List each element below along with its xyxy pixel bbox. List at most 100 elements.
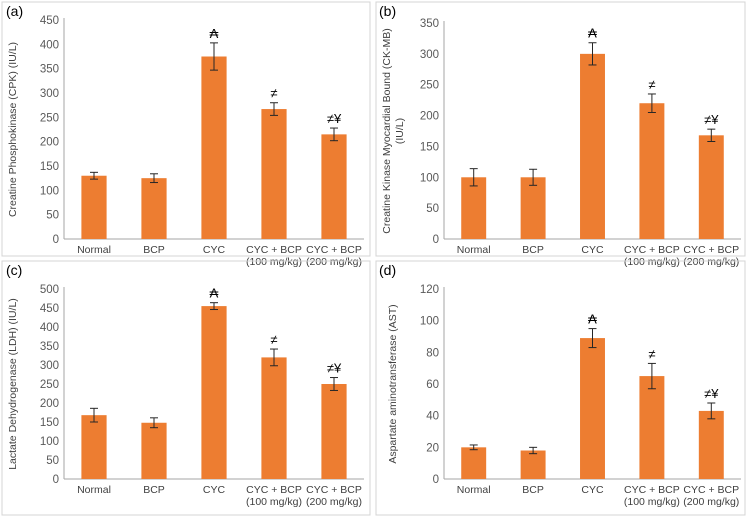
- bar: [639, 103, 665, 239]
- panel-frame: [375, 260, 746, 516]
- y-tick-label: 300: [40, 88, 59, 100]
- significance-mark: ₳: [588, 26, 597, 41]
- y-tick-label: 200: [40, 398, 59, 410]
- chart-panel: (b) 0 50 100 150 200 250 300 350 Creatine Kinase …: [375, 1, 746, 268]
- significance-mark: ≠: [648, 77, 655, 92]
- bar: [580, 338, 605, 479]
- x-tick-label: CYC + BCP: [246, 484, 302, 496]
- y-tick-label: 350: [40, 341, 59, 353]
- y-tick-label: 100: [40, 185, 59, 197]
- y-tick-label: 80: [426, 347, 439, 359]
- x-tick-label: CYC + BCP: [683, 484, 739, 496]
- x-tick-label: (100 mg/kg): [624, 496, 680, 508]
- x-tick-label: (200 mg/kg): [306, 496, 362, 508]
- bar: [141, 422, 167, 479]
- y-tick-label: 100: [420, 172, 439, 184]
- bar: [321, 134, 347, 239]
- y-axis-label-line: Creatine Kinase Myocardial Bound (CK-MB): [381, 28, 393, 233]
- panel-label: (c): [6, 262, 22, 278]
- x-tick-label: BCP: [143, 244, 165, 256]
- y-tick-label: 200: [40, 137, 59, 149]
- bar: [261, 109, 287, 239]
- x-tick-label: Normal: [457, 484, 491, 496]
- x-tick-label: CYC + BCP: [306, 484, 362, 496]
- y-axis-label-line: (IU/L): [394, 118, 406, 144]
- bar: [321, 384, 347, 479]
- x-tick-label: (100 mg/kg): [246, 256, 302, 268]
- y-tick-label: 50: [46, 210, 59, 222]
- y-tick-label: 150: [40, 417, 59, 429]
- panel-label: (d): [379, 262, 396, 278]
- x-tick-label: CYC: [581, 244, 604, 256]
- x-tick-label: Normal: [77, 244, 111, 256]
- panel-frame: [375, 1, 746, 257]
- panel-frame: [1, 1, 371, 257]
- x-tick-label: CYC + BCP: [246, 244, 302, 256]
- bar: [201, 306, 227, 479]
- x-tick-label: BCP: [143, 484, 165, 496]
- x-tick-label: CYC: [581, 484, 604, 496]
- y-tick-label: 100: [40, 436, 59, 448]
- significance-mark: ≠¥: [327, 361, 342, 376]
- chart-panel: (c) 0 50 100 150 200 250 300 350 400 450 500 Lactate…: [1, 260, 371, 516]
- x-tick-label: (100 mg/kg): [246, 496, 302, 508]
- bar: [81, 415, 107, 479]
- x-tick-label: (200 mg/kg): [306, 256, 362, 268]
- x-tick-label: BCP: [522, 484, 544, 496]
- x-tick-label: CYC + BCP: [683, 244, 739, 256]
- significance-mark: ₳: [588, 312, 597, 327]
- y-tick-label: 120: [420, 284, 439, 296]
- y-tick-label: 40: [426, 411, 439, 423]
- bar: [461, 447, 487, 479]
- bar: [141, 178, 167, 239]
- y-tick-label: 350: [420, 18, 439, 30]
- y-axis-label: Creatine Kinase Myocardial Bound (CK-MB)…: [381, 28, 406, 233]
- y-tick-label: 0: [433, 474, 439, 486]
- chart-panel: (d) 0 20 40 60 80 100 120 Aspartate aminotransfe…: [375, 260, 746, 516]
- x-tick-label: (200 mg/kg): [683, 256, 739, 268]
- panel-label: (a): [6, 3, 23, 19]
- y-tick-label: 150: [40, 161, 59, 173]
- significance-mark: ≠: [270, 332, 277, 347]
- significance-mark: ≠¥: [704, 112, 719, 127]
- x-tick-label: Normal: [457, 244, 491, 256]
- bar: [520, 177, 546, 239]
- y-tick-label: 0: [433, 234, 439, 246]
- y-tick-label: 300: [420, 49, 439, 61]
- chart-panel: (a) 0 50 100 150 200 250 300 350 400 450 Creatine P…: [1, 1, 371, 268]
- bar: [639, 376, 665, 479]
- bar: [698, 410, 724, 479]
- y-tick-label: 450: [40, 303, 59, 315]
- y-tick-label: 250: [40, 379, 59, 391]
- bar: [520, 450, 546, 479]
- y-tick-label: 0: [53, 474, 59, 486]
- bar: [698, 135, 724, 239]
- y-tick-label: 250: [40, 112, 59, 124]
- significance-mark: ≠¥: [704, 386, 719, 401]
- y-tick-label: 60: [426, 379, 439, 391]
- x-tick-label: CYC + BCP: [306, 244, 362, 256]
- y-tick-label: 100: [420, 316, 439, 328]
- bar: [81, 175, 107, 239]
- bar: [580, 53, 605, 239]
- x-tick-label: CYC + BCP: [624, 484, 680, 496]
- bar: [461, 177, 487, 239]
- significance-mark: ≠: [648, 346, 655, 361]
- y-tick-label: 50: [426, 203, 439, 215]
- significance-mark: ₳: [210, 26, 219, 41]
- y-tick-label: 300: [40, 360, 59, 372]
- y-tick-label: 350: [40, 64, 59, 76]
- panel-label: (b): [379, 3, 396, 19]
- y-tick-label: 450: [40, 15, 59, 27]
- x-tick-label: CYC + BCP: [624, 244, 680, 256]
- x-tick-label: CYC: [203, 244, 226, 256]
- x-tick-label: BCP: [522, 244, 544, 256]
- y-tick-label: 250: [420, 80, 439, 92]
- y-tick-label: 400: [40, 322, 59, 334]
- y-tick-label: 50: [46, 455, 59, 467]
- y-axis-label: Lactate Dehydrogenase (LDH) (IU/L): [7, 298, 19, 470]
- significance-mark: ≠: [270, 86, 277, 101]
- y-tick-label: 500: [40, 284, 59, 296]
